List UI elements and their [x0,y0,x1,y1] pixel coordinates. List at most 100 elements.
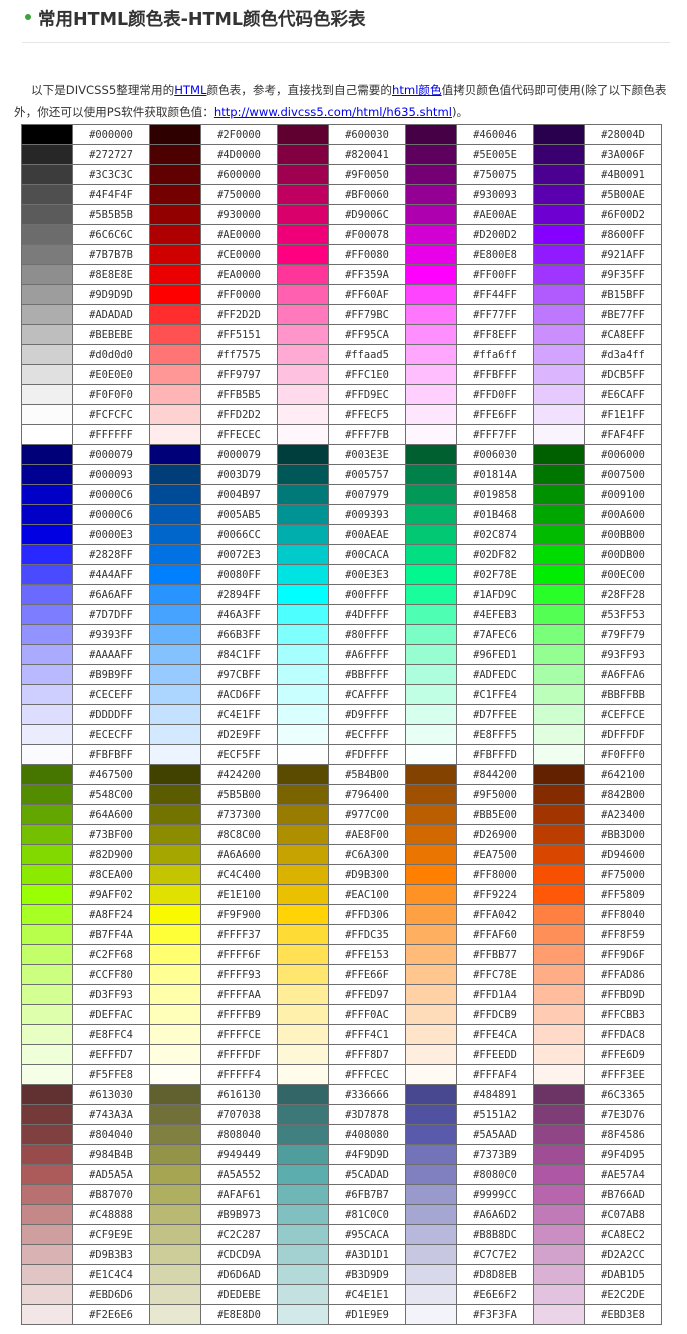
color-code: #820041 [328,144,406,165]
color-code: #F5FFE8 [72,1064,150,1085]
color-swatch [21,544,73,565]
color-swatch [21,484,73,505]
color-code: #4F9D9D [328,1144,406,1165]
color-swatch [21,324,73,345]
color-code: #642100 [584,764,662,785]
color-swatch [277,1244,329,1265]
link-html[interactable]: HTML [174,82,207,97]
color-code: #FFF0AC [328,1004,406,1025]
color-swatch [405,1084,457,1105]
color-swatch [405,984,457,1005]
color-code: #FF8000 [456,864,534,885]
color-swatch [277,1164,329,1185]
color-code: #ffaad5 [328,344,406,365]
color-row: #E8FFC4 #FFFFCE #FFF4C1 #FFE4CA #FFDAC8 [21,1024,662,1045]
color-code: #FFCBB3 [584,1004,662,1025]
color-code: #006000 [584,444,662,465]
color-code: #FFFFF4 [200,1064,278,1085]
color-code: #0066CC [200,524,278,545]
link-html-color[interactable]: html颜色 [392,82,442,97]
color-swatch [533,944,585,965]
color-code: #CAFFFF [328,684,406,705]
color-swatch [21,704,73,725]
color-swatch [149,484,201,505]
color-swatch [533,244,585,265]
color-swatch [277,144,329,165]
color-row: #4A4AFF #0080FF #00E3E3 #02F78E #00EC00 [21,564,662,585]
color-swatch [405,804,457,825]
color-swatch [149,404,201,425]
color-swatch [405,464,457,485]
color-code: #FF8EFF [456,324,534,345]
color-row: #BEBEBE #FF5151 #FF95CA #FF8EFF #CA8EFF [21,324,662,345]
link-divcss5-url[interactable]: http://www.divcss5.com/html/h635.shtml [213,104,452,119]
color-row: #C48888 #B9B973 #81C0C0 #A6A6D2 #C07AB8 [21,1204,662,1225]
color-code: #C2FF68 [72,944,150,965]
color-swatch [21,284,73,305]
color-swatch [277,824,329,845]
color-row: #000079 #000079 #003E3E #006030 #006000 [21,444,662,465]
color-code: #8F4586 [584,1124,662,1145]
color-code: #EBD6D6 [72,1284,150,1305]
color-code: #d0d0d0 [72,344,150,365]
color-code: #A6FFA6 [584,664,662,685]
color-swatch [405,1164,457,1185]
color-swatch [533,1084,585,1105]
color-code: #006030 [456,444,534,465]
color-swatch [21,1264,73,1285]
color-code: #000079 [200,444,278,465]
color-code: #7B7B7B [72,244,150,265]
color-code: #ffa6ff [456,344,534,365]
color-code: #D7FFEE [456,704,534,725]
color-swatch [405,644,457,665]
color-code: #CEFFCE [584,704,662,725]
color-code: #FFE66F [328,964,406,985]
color-code: #D6D6AD [200,1264,278,1285]
color-swatch [21,604,73,625]
color-row: #C2FF68 #FFFF6F #FFE153 #FFBB77 #FF9D6F [21,944,662,965]
color-swatch [533,1044,585,1065]
color-swatch [149,704,201,725]
color-swatch [21,1304,73,1325]
color-code: #FFFFFF [72,424,150,445]
color-swatch [405,544,457,565]
color-code: #BF0060 [328,184,406,205]
color-swatch [21,184,73,205]
color-row: #548C00 #5B5B00 #796400 #9F5000 #842B00 [21,784,662,805]
color-swatch [405,484,457,505]
color-swatch [277,464,329,485]
color-code: #84C1FF [200,644,278,665]
color-row: #743A3A #707038 #3D7878 #5151A2 #7E3D76 [21,1104,662,1125]
color-swatch [149,1044,201,1065]
page-title: 常用HTML颜色表-HTML颜色代码色彩表 [38,10,366,30]
color-code: #EA0000 [200,264,278,285]
color-swatch [277,864,329,885]
color-swatch [21,744,73,765]
color-code: #9393FF [72,624,150,645]
color-swatch [277,904,329,925]
color-swatch [149,564,201,585]
color-row: #FBFBFF #ECF5FF #FDFFFF #FBFFFD #F0FFF0 [21,744,662,765]
color-code: #004B97 [200,484,278,505]
color-code: #2894FF [200,584,278,605]
color-code: #5CADAD [328,1164,406,1185]
intro-text-1: 以下是DIVCSS5整理常用的 [31,82,175,97]
color-code: #FFAD86 [584,964,662,985]
color-swatch [533,764,585,785]
color-code: #EBD3E8 [584,1304,662,1325]
color-code: #0000E3 [72,524,150,545]
color-swatch [149,1024,201,1045]
color-swatch [21,1064,73,1085]
color-swatch [277,404,329,425]
color-swatch [149,804,201,825]
color-code: #D2E9FF [200,724,278,745]
color-code: #DFFFDF [584,724,662,745]
color-code: #FFFCEC [328,1064,406,1085]
color-swatch [277,884,329,905]
color-code: #C2C287 [200,1224,278,1245]
color-code: #C07AB8 [584,1204,662,1225]
color-row: #F5FFE8 #FFFFF4 #FFFCEC #FFFAF4 #FFF3EE [21,1064,662,1085]
color-swatch [21,224,73,245]
color-code: #2828FF [72,544,150,565]
color-code: #C4E1E1 [328,1284,406,1305]
